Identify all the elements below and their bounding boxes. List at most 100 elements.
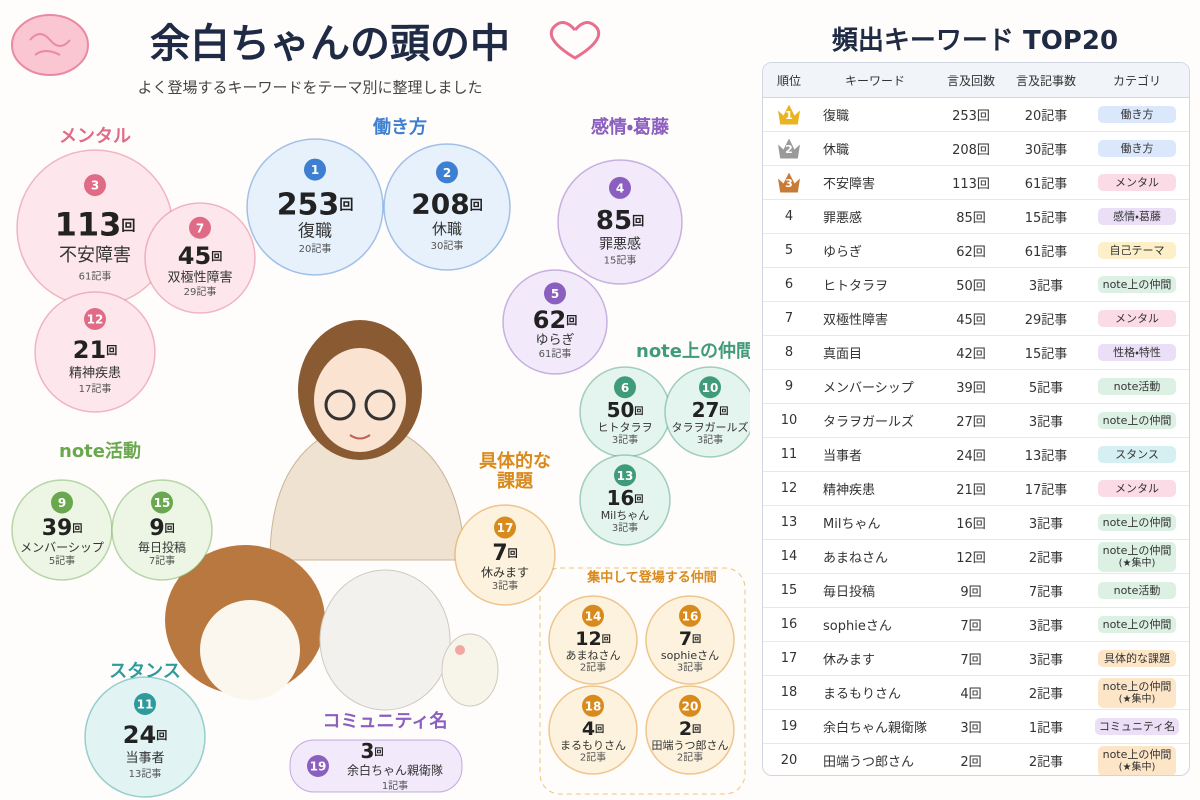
rank-cell: 16 [763, 607, 815, 642]
keyword-bubble [246, 138, 384, 276]
rank-cell: 11 [763, 437, 815, 472]
keyword-bubble [548, 685, 638, 775]
table-row: 4 罪悪感 85回 15記事 感情・葛藤 [763, 199, 1189, 234]
keyword-pill [289, 739, 463, 793]
keyword: 余白ちゃん親衛隊 [815, 709, 935, 744]
rank-cell: 18 [763, 675, 815, 710]
keyword-bubble [34, 291, 156, 413]
count-value: 21 [73, 336, 106, 364]
count-unit: 回 [106, 343, 117, 357]
ranking-table-box: 順位 キーワード 言及回数 言及記事数 カテゴリ 1 復職 253回 20記事 働き方 2 休職 208… [762, 62, 1190, 776]
table-row: 11 当事者 24回 13記事 スタンス [763, 437, 1189, 472]
category-tag: note上の仲間 [1098, 514, 1176, 531]
table-title: 頻出キーワード TOP20 [831, 26, 1119, 56]
mention-count: 4回 [582, 718, 604, 740]
rank-cell: 14 [763, 539, 815, 574]
article-count: 61記事 [539, 347, 572, 360]
rank-badge [494, 516, 516, 539]
rank-badge [84, 174, 106, 197]
article-count: 13記事 [1007, 437, 1085, 472]
rank-number: 2 [443, 166, 451, 180]
keyword-name: 田端うつ郎さん [652, 739, 729, 752]
article-count: 17記事 [1007, 471, 1085, 506]
keyword: 精神疾患 [815, 471, 935, 506]
mention-count: 208回 [935, 131, 1007, 166]
dog-sheltie [200, 600, 300, 700]
count-unit: 回 [211, 249, 222, 263]
rank-number: 20 [682, 699, 699, 713]
count-unit: 回 [374, 747, 383, 758]
column-header: カテゴリ [1085, 63, 1189, 98]
mention-count: 113回 [935, 165, 1007, 200]
rank-cell: 9 [763, 369, 815, 404]
focus-box [539, 567, 746, 795]
column-header: 言及記事数 [1007, 63, 1085, 98]
category-label: note上の仲間 [1102, 516, 1172, 529]
count-unit: 回 [470, 198, 483, 213]
mention-count: 9回 [149, 516, 174, 541]
article-count: 3記事 [1007, 505, 1085, 540]
category-tag: note活動 [1098, 582, 1176, 599]
mention-count: 62回 [533, 306, 577, 334]
article-count: 17記事 [79, 382, 112, 395]
article-count: 61記事 [1007, 233, 1085, 268]
category-tag: note上の仲間 (★集中) [1098, 677, 1176, 708]
girl-mouth [349, 434, 371, 440]
keyword-name: 精神疾患 [69, 366, 121, 381]
rank-number: 19 [310, 760, 327, 774]
article-count: 30記事 [431, 239, 464, 252]
table-row: 12 精神疾患 21回 17記事 メンタル [763, 471, 1189, 506]
table-row: 16 sophieさん 7回 3記事 note上の仲間 [763, 607, 1189, 642]
article-count: 3記事 [612, 521, 638, 534]
mention-count: 21回 [73, 336, 117, 364]
article-count: 2記事 [1007, 675, 1085, 710]
rank-number: 12 [780, 481, 798, 496]
category-cell: note上の仲間 (★集中) [1085, 675, 1189, 710]
count-value: 113 [55, 205, 122, 243]
group-title: 課題 [497, 471, 534, 492]
rank-number: 4 [784, 209, 794, 224]
keyword-name: 双極性障害 [167, 269, 232, 285]
category-label: note上の仲間 [1102, 679, 1172, 693]
table-row: 19 余白ちゃん親衛隊 3回 1記事 コミュニティ名 [763, 709, 1189, 744]
rank-number: 7 [784, 311, 794, 326]
category-tag: 働き方 [1098, 106, 1176, 123]
mention-count: 85回 [935, 199, 1007, 234]
keyword-name: Milちゃん [601, 509, 650, 522]
category-label: 感情・葛藤 [1113, 210, 1161, 223]
keyword-bubble [548, 595, 638, 685]
keyword: Milちゃん [815, 505, 935, 540]
mention-count: 7回 [492, 541, 517, 566]
article-count: 3記事 [612, 433, 638, 446]
category-tag: note上の仲間 [1098, 276, 1176, 293]
count-value: 3 [361, 739, 375, 763]
category-label: note上の仲間 [1102, 278, 1172, 291]
rank-badge [609, 176, 631, 199]
article-count: 7記事 [149, 554, 175, 567]
rank-badge [699, 376, 721, 399]
rank-number: 17 [497, 521, 514, 535]
keyword-bubble [664, 366, 750, 458]
keyword-name: 休みます [481, 566, 529, 580]
count-value: 7 [492, 541, 507, 566]
mention-count: 3回 [935, 709, 1007, 744]
table-row: 1 復職 253回 20記事 働き方 [763, 97, 1189, 132]
rank-cell: 8 [763, 335, 815, 370]
brain-icon [29, 33, 71, 56]
table-row: 2 休職 208回 30記事 働き方 [763, 131, 1189, 166]
table-body: 1 復職 253回 20記事 働き方 2 休職 208回 30記事 働き方 3 不安障害 113回 61記… [763, 97, 1189, 775]
keyword: 休みます [815, 641, 935, 676]
category-tag: メンタル [1098, 174, 1176, 191]
rank-number: 9 [58, 496, 66, 510]
rank-number: 10 [780, 413, 798, 428]
rank-number: 15 [780, 583, 798, 598]
bird [441, 633, 499, 707]
category-label: (★集中) [1118, 761, 1156, 773]
group-title: スタンス [109, 661, 181, 682]
category-cell: メンタル [1085, 165, 1189, 200]
rank-cell: 10 [763, 403, 815, 438]
rank-badge [614, 376, 636, 399]
keyword-name: 余白ちゃん親衛隊 [347, 763, 443, 778]
rank-cell: 19 [763, 709, 815, 744]
